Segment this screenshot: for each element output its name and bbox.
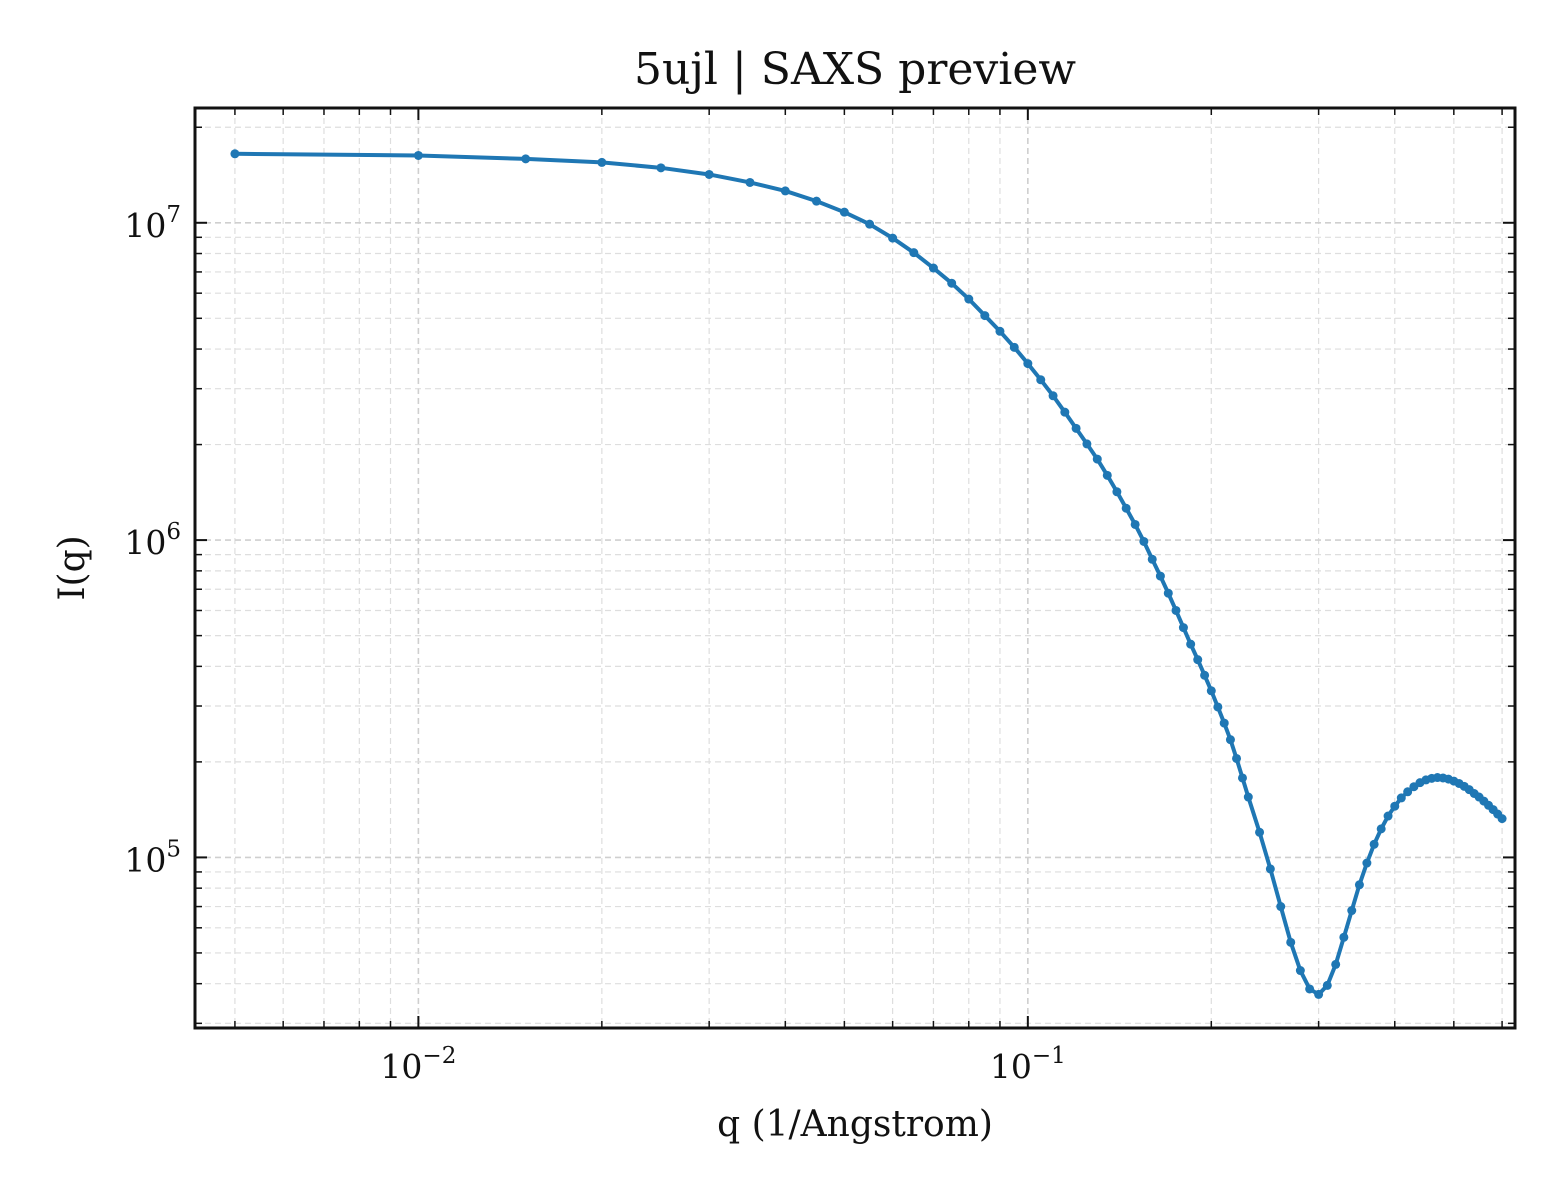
data-point [1314, 989, 1324, 999]
data-point [1295, 966, 1305, 976]
y-axis-label: I(q) [52, 535, 93, 600]
data-point [1121, 503, 1131, 513]
data-point [1276, 902, 1286, 912]
x-axis-label: q (1/Angstrom) [717, 1104, 993, 1145]
data-point [780, 186, 790, 196]
data-point [1265, 864, 1275, 874]
data-point [1347, 906, 1357, 916]
data-point [811, 196, 821, 206]
data-point [928, 263, 938, 273]
data-point [1286, 937, 1296, 947]
data-point [1130, 519, 1140, 529]
data-point [995, 326, 1005, 336]
data-point [1213, 702, 1223, 712]
data-point [1163, 588, 1173, 598]
data-point [521, 154, 531, 164]
data-point [1396, 793, 1406, 803]
data-point [1255, 827, 1265, 837]
data-point [1200, 670, 1210, 680]
data-point [597, 157, 607, 167]
data-point [1390, 801, 1400, 811]
data-point [1369, 839, 1379, 849]
data-point [1376, 824, 1386, 834]
data-point [1009, 342, 1019, 352]
data-point [1092, 454, 1102, 464]
data-point [1305, 984, 1315, 994]
x-tick-label: 10−2 [380, 1043, 456, 1086]
data-point [1178, 623, 1188, 633]
data-point [1060, 407, 1070, 417]
data-point [909, 248, 919, 258]
data-point [745, 177, 755, 187]
data-point [1219, 718, 1229, 728]
data-point [964, 294, 974, 304]
data-point [1339, 932, 1349, 942]
tick-labels: 10−2 10−1 105 106 107 [124, 202, 1065, 1086]
data-point [980, 311, 990, 321]
data-point [230, 149, 240, 159]
data-point [1354, 880, 1364, 890]
data-point [413, 150, 423, 160]
data-point [1155, 571, 1165, 581]
data-point [1206, 686, 1216, 696]
data-point [656, 163, 666, 173]
plot-frame [193, 106, 1517, 1030]
data-point [947, 278, 957, 288]
grid [195, 108, 1515, 1028]
data-point [865, 219, 875, 229]
data-point [839, 207, 849, 217]
data-point [1048, 391, 1058, 401]
x-tick-label: 10−1 [990, 1043, 1066, 1086]
y-tick-label: 106 [124, 519, 181, 562]
data-point [1023, 359, 1033, 369]
data-point [1232, 753, 1242, 763]
data-point [1112, 487, 1122, 497]
data-point [1383, 811, 1393, 821]
data-point [888, 233, 898, 243]
data-point [1082, 439, 1092, 449]
data-point [1225, 735, 1235, 745]
data-point [1102, 470, 1112, 480]
data-point [1322, 980, 1332, 990]
data-point [1331, 959, 1341, 969]
data-point [1497, 814, 1507, 824]
series-layer [230, 149, 1507, 999]
data-point [1243, 792, 1253, 802]
data-point [1171, 605, 1181, 615]
data-point [1237, 773, 1247, 783]
chart-title: 5ujl | SAXS preview [634, 44, 1076, 95]
data-point [1186, 639, 1196, 649]
y-tick-label: 107 [124, 202, 181, 245]
data-point [1147, 554, 1157, 564]
data-point [1071, 423, 1081, 433]
y-tick-label: 105 [124, 836, 181, 879]
data-point [1403, 787, 1413, 797]
data-point [1036, 375, 1046, 385]
data-point [1362, 858, 1372, 868]
data-point [1139, 536, 1149, 546]
data-point [704, 169, 714, 179]
data-point [1193, 655, 1203, 665]
